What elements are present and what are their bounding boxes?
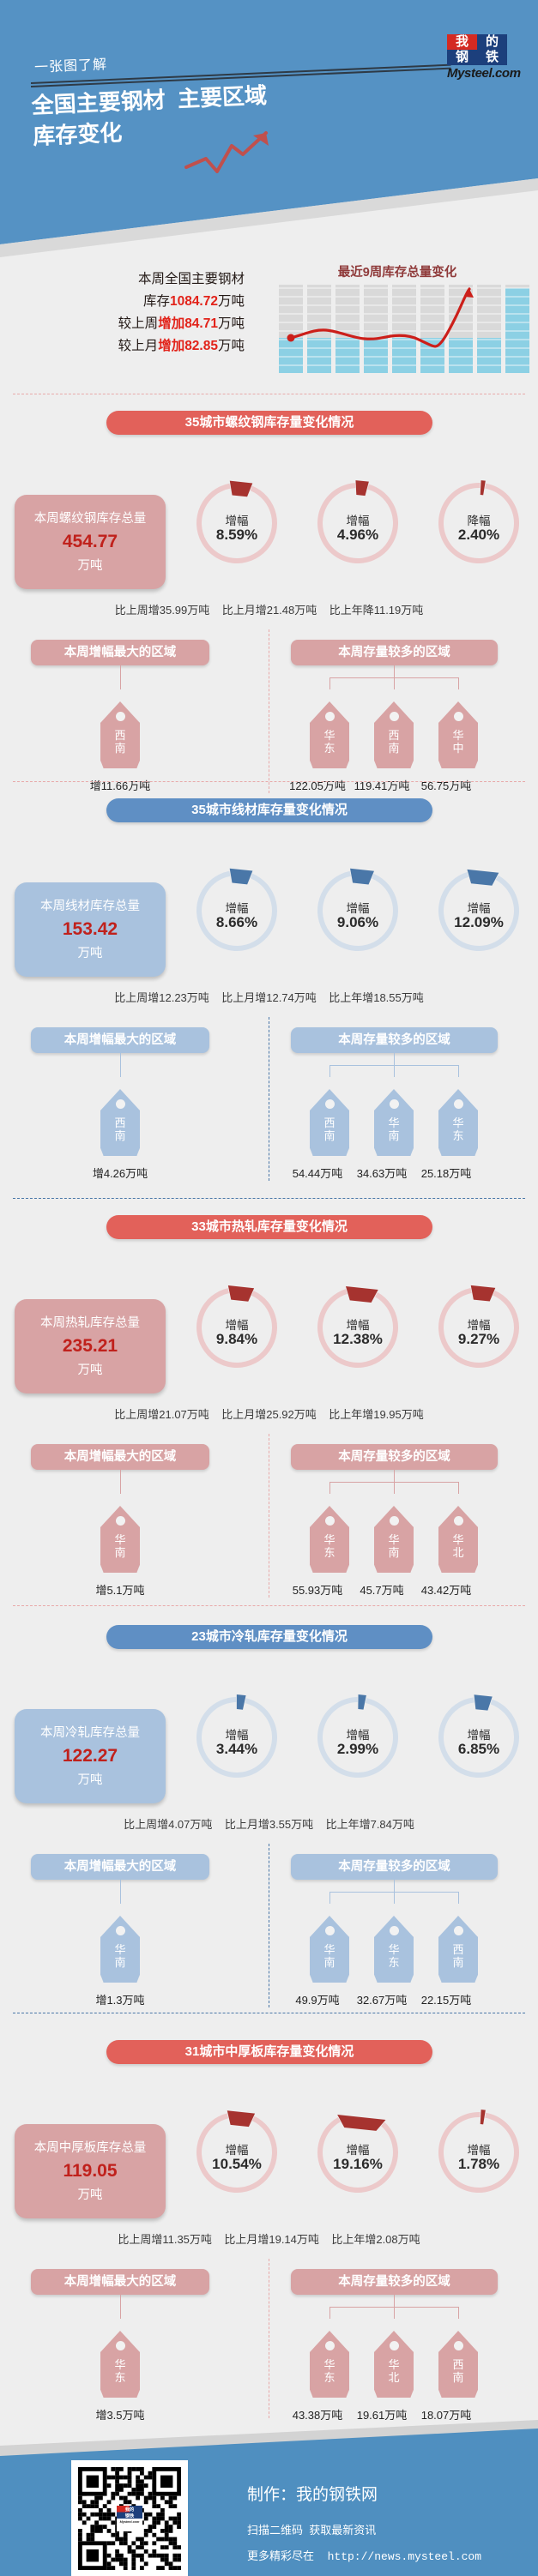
svg-text:钢铁: 钢铁	[125, 2513, 135, 2519]
svg-text:我的: 我的	[125, 2506, 135, 2513]
svg-text:Mysteel.com: Mysteel.com	[120, 2520, 140, 2524]
